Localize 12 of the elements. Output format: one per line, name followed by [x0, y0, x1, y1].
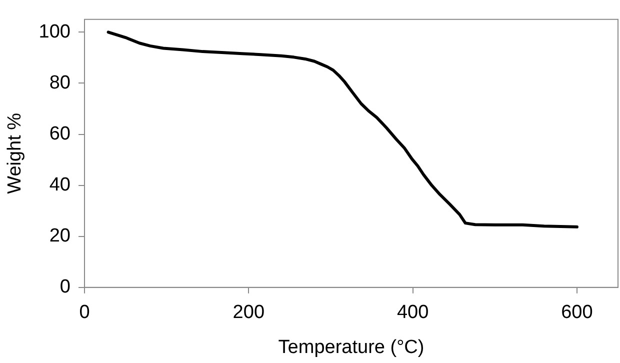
y-tick-label: 0 — [60, 276, 70, 298]
x-tick-label: 0 — [79, 302, 90, 324]
y-tick-label: 80 — [49, 72, 70, 94]
y-tick-label: 100 — [38, 21, 70, 42]
x-axis-title: Temperature (°C) — [278, 336, 424, 358]
x-tick-label: 600 — [561, 302, 593, 324]
y-tick-label: 20 — [49, 226, 70, 247]
y-tick-label: 40 — [49, 174, 70, 196]
y-axis-title: Weight % — [4, 112, 26, 194]
y-tick-label: 60 — [49, 123, 70, 144]
x-tick-label: 200 — [232, 302, 265, 324]
x-tick-label: 400 — [396, 302, 429, 324]
